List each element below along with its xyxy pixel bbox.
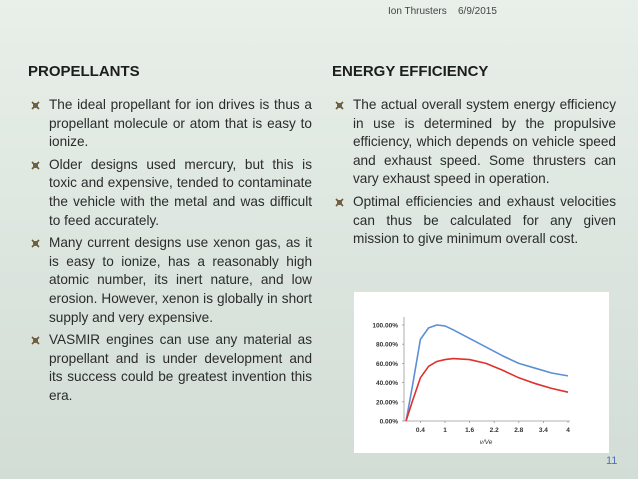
x-tick-label: 3.4 [539, 427, 548, 434]
bullet-icon [31, 336, 40, 345]
left-heading: PROPELLANTS [28, 63, 140, 80]
bullet-item: The ideal propellant for ion drives is t… [28, 96, 312, 152]
bullet-item: The actual overall system energy efficie… [332, 96, 616, 189]
bullet-text: Many current designs use xenon gas, as i… [49, 235, 312, 325]
bullet-text: Optimal efficiencies and exhaust velocit… [353, 193, 616, 247]
bullet-text: VASMIR engines can use any material as p… [49, 332, 312, 403]
y-tick-label: 20.00% [376, 399, 398, 406]
y-tick-label: 80.00% [376, 342, 398, 349]
bullet-icon [31, 161, 40, 170]
y-tick-label: 60.00% [376, 361, 398, 368]
bullet-text: The actual overall system energy efficie… [353, 97, 616, 187]
bullet-item: Many current designs use xenon gas, as i… [28, 234, 312, 327]
bullet-icon [335, 198, 344, 207]
bullet-icon [31, 101, 40, 110]
bullet-icon [335, 101, 344, 110]
page-number: 11 [606, 455, 618, 467]
header-title: Ion Thrusters [388, 6, 447, 17]
bullet-item: Optimal efficiencies and exhaust velocit… [332, 193, 616, 249]
y-tick-label: 100.00% [372, 323, 398, 330]
bullet-item: Older designs used mercury, but this is … [28, 156, 312, 230]
bullet-text: The ideal propellant for ion drives is t… [49, 97, 312, 150]
series-line [405, 324, 569, 422]
y-tick-label: 0.00% [380, 419, 399, 426]
x-tick-label: 2.8 [514, 427, 523, 434]
x-tick-label: 4 [566, 427, 570, 434]
right-heading: ENERGY EFFICIENCY [332, 63, 489, 80]
x-axis-label: v/Ve [480, 439, 493, 446]
chart-box [354, 292, 609, 453]
left-column: The ideal propellant for ion drives is t… [28, 96, 312, 410]
bullet-icon [31, 239, 40, 248]
x-tick-label: 2.2 [490, 427, 499, 434]
y-tick-label: 40.00% [376, 380, 398, 387]
right-column: The actual overall system energy efficie… [332, 96, 616, 253]
x-tick-label: 0.4 [416, 427, 425, 434]
header-date: 6/9/2015 [458, 6, 497, 17]
series-line [405, 357, 569, 422]
bullet-item: VASMIR engines can use any material as p… [28, 331, 312, 405]
bullet-text: Older designs used mercury, but this is … [49, 156, 312, 228]
x-tick-label: 1.6 [465, 427, 474, 434]
x-tick-label: 1 [443, 427, 447, 434]
